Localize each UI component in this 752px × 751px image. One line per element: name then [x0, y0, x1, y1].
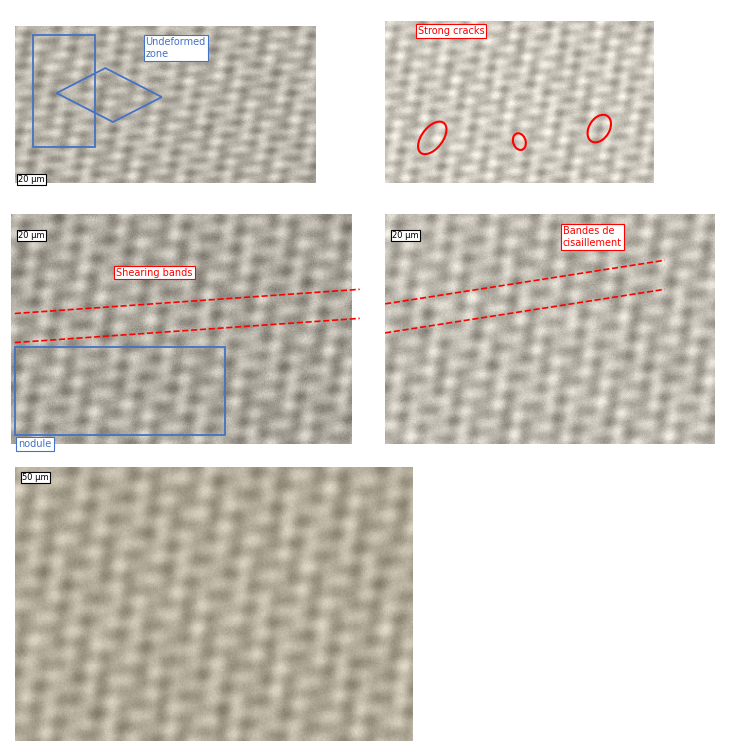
Bar	[653, 11, 744, 198]
Text: 20 μm: 20 μm	[18, 231, 45, 240]
Bar	[715, 207, 744, 449]
Bar	[381, 11, 385, 198]
Bar	[8, 207, 371, 214]
Bar	[353, 207, 371, 449]
Bar	[8, 741, 744, 747]
Text: Shearing bands: Shearing bands	[117, 267, 193, 278]
Bar	[8, 445, 371, 449]
Bar	[381, 445, 744, 449]
Bar	[381, 182, 744, 198]
Bar	[8, 459, 744, 467]
Bar	[316, 11, 371, 198]
Bar	[381, 11, 744, 20]
Text: 50 μm: 50 μm	[23, 473, 49, 482]
Bar	[15, 348, 226, 435]
Bar	[33, 35, 95, 147]
Bar	[8, 11, 15, 198]
Bar	[381, 207, 744, 214]
Text: Bandes de
cisaillement: Bandes de cisaillement	[563, 226, 622, 248]
Bar	[413, 459, 744, 747]
Text: Strong cracks: Strong cracks	[418, 26, 484, 36]
Bar	[8, 207, 11, 449]
Bar	[381, 207, 385, 449]
Bar	[8, 11, 371, 26]
Text: 20 μm: 20 μm	[393, 231, 419, 240]
Bar	[8, 459, 15, 747]
Bar	[8, 182, 371, 198]
Text: 20 μm: 20 μm	[18, 175, 45, 184]
Text: Undeformed
zone: Undeformed zone	[145, 38, 206, 59]
Text: nodule: nodule	[18, 439, 52, 449]
